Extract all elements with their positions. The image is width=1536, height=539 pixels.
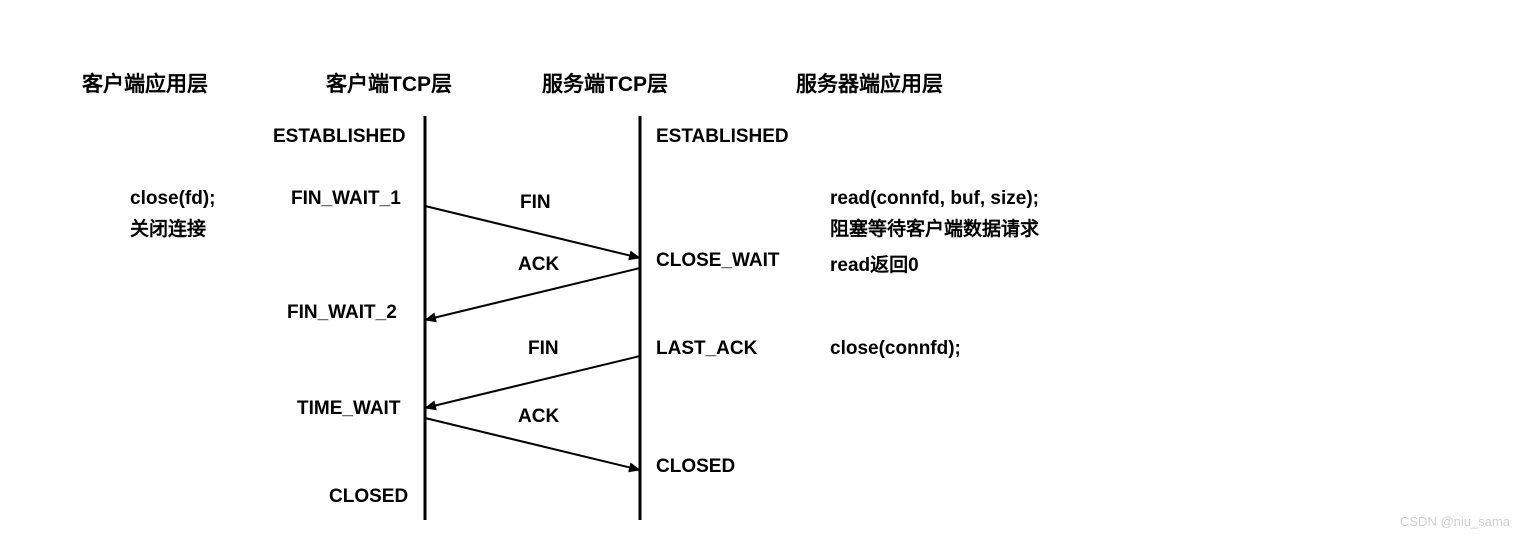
- server-app-close: close(connfd);: [830, 338, 961, 360]
- server-state-established: ESTABLISHED: [656, 126, 789, 148]
- arrow-label-fin1: FIN: [520, 192, 551, 214]
- header-client-app: 客户端应用层: [82, 68, 208, 98]
- arrow-label-ack2: ACK: [518, 406, 559, 428]
- client-app-close-fd: close(fd);: [130, 188, 216, 210]
- client-state-time-wait: TIME_WAIT: [297, 398, 400, 420]
- header-client-tcp: 客户端TCP层: [326, 68, 452, 98]
- arrow-label-fin2: FIN: [528, 338, 559, 360]
- client-state-established: ESTABLISHED: [273, 126, 406, 148]
- header-server-app: 服务器端应用层: [796, 68, 943, 98]
- server-state-closed: CLOSED: [656, 456, 735, 478]
- client-state-fin-wait-2: FIN_WAIT_2: [287, 302, 397, 324]
- server-state-last-ack: LAST_ACK: [656, 338, 757, 360]
- header-server-tcp: 服务端TCP层: [542, 68, 668, 98]
- watermark: CSDN @niu_sama: [1400, 514, 1510, 529]
- client-state-fin-wait-1: FIN_WAIT_1: [291, 188, 401, 210]
- arrow-fin2: [425, 356, 640, 408]
- client-app-close-cn: 关闭连接: [130, 214, 206, 241]
- server-app-read-ret: read返回0: [830, 250, 919, 277]
- arrow-label-ack1: ACK: [518, 254, 559, 276]
- server-app-read-cn: 阻塞等待客户端数据请求: [830, 214, 1039, 241]
- server-state-close-wait: CLOSE_WAIT: [656, 250, 780, 272]
- server-app-read: read(connfd, buf, size);: [830, 188, 1039, 210]
- client-state-closed: CLOSED: [329, 486, 408, 508]
